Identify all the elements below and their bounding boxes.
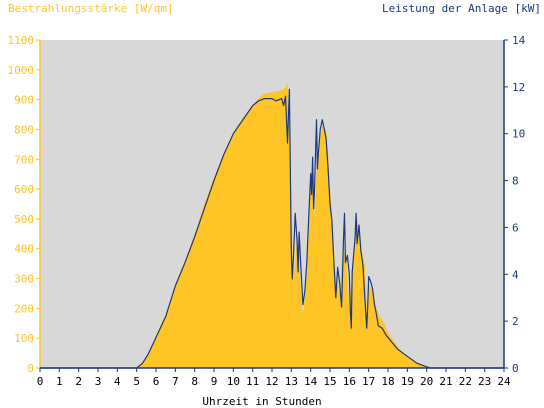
x-tick-label: 12 xyxy=(265,375,278,388)
x-tick-label: 4 xyxy=(114,375,121,388)
right-tick-label: 2 xyxy=(512,315,519,328)
left-tick-label: 0 xyxy=(27,362,34,375)
left-tick-label: 1000 xyxy=(8,64,35,77)
x-tick-label: 22 xyxy=(459,375,472,388)
right-tick-label: 0 xyxy=(512,362,519,375)
left-tick-label: 400 xyxy=(14,243,34,256)
left-tick-label: 300 xyxy=(14,273,34,286)
x-tick-label: 20 xyxy=(420,375,433,388)
left-tick-label: 100 xyxy=(14,332,34,345)
x-tick-label: 18 xyxy=(381,375,394,388)
right-tick-label: 10 xyxy=(512,128,525,141)
x-tick-label: 9 xyxy=(211,375,218,388)
right-tick-label: 12 xyxy=(512,81,525,94)
right-tick-label: 4 xyxy=(512,268,519,281)
right-tick-label: 6 xyxy=(512,221,519,234)
x-tick-label: 23 xyxy=(478,375,491,388)
x-tick-label: 17 xyxy=(362,375,375,388)
right-tick-label: 14 xyxy=(512,34,526,47)
axis-ticks: 0100200300400500600700800900100011000246… xyxy=(8,34,526,388)
x-tick-label: 15 xyxy=(323,375,336,388)
left-tick-label: 700 xyxy=(14,153,34,166)
x-tick-label: 1 xyxy=(56,375,63,388)
x-tick-label: 2 xyxy=(75,375,82,388)
x-tick-label: 5 xyxy=(133,375,140,388)
left-axis-title: Bestrahlungsstärke [W/qm] xyxy=(8,2,174,15)
left-tick-label: 600 xyxy=(14,183,34,196)
power-line xyxy=(40,88,504,369)
x-tick-label: 10 xyxy=(227,375,240,388)
x-tick-label: 6 xyxy=(153,375,160,388)
x-tick-label: 13 xyxy=(285,375,298,388)
x-tick-label: 3 xyxy=(95,375,102,388)
x-axis-title: Uhrzeit in Stunden xyxy=(202,395,321,408)
left-tick-label: 800 xyxy=(14,123,34,136)
x-tick-label: 11 xyxy=(246,375,259,388)
x-tick-label: 16 xyxy=(343,375,356,388)
x-tick-label: 21 xyxy=(439,375,452,388)
x-tick-label: 19 xyxy=(401,375,414,388)
left-tick-label: 500 xyxy=(14,213,34,226)
right-tick-label: 8 xyxy=(512,175,519,188)
x-tick-label: 8 xyxy=(191,375,198,388)
right-axis-title: Leistung der Anlage [kW] xyxy=(382,2,541,15)
irradiance-area xyxy=(40,81,504,368)
x-tick-label: 24 xyxy=(497,375,511,388)
left-tick-label: 1100 xyxy=(8,34,35,47)
left-tick-label: 900 xyxy=(14,94,34,107)
x-tick-label: 0 xyxy=(37,375,44,388)
x-tick-label: 14 xyxy=(304,375,318,388)
x-tick-label: 7 xyxy=(172,375,179,388)
left-tick-label: 200 xyxy=(14,302,34,315)
